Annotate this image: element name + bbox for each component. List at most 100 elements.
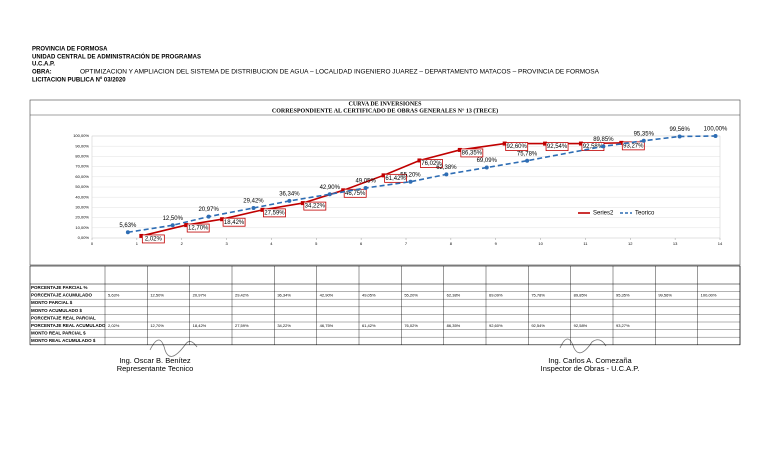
table-cell: 61,42% [362, 323, 376, 328]
table-cell: 62,38% [447, 292, 461, 297]
table-cell: 46,75% [320, 323, 334, 328]
point-marker [444, 172, 449, 177]
table-cell: 29,42% [235, 292, 249, 297]
table-cell: 86,35% [447, 323, 461, 328]
point-marker [525, 158, 530, 163]
point-marker [677, 134, 682, 139]
point-label: 76,02% [421, 161, 442, 167]
point-marker [619, 140, 624, 145]
header-line: PROVINCIA DE FORMOSA [32, 47, 108, 53]
label-box [343, 188, 367, 198]
point-label: 99,56% [669, 127, 690, 133]
row-label: PORCENTAJE REAL PARCIAL [31, 315, 96, 320]
table-cell: 2,02% [108, 323, 120, 328]
point-marker [713, 134, 718, 138]
obra: OPTIMIZACION Y AMPLIACION DEL SISTEMA DE… [80, 69, 600, 76]
x-tick-label: 7 [405, 241, 408, 246]
table-cell: 92,58% [574, 323, 588, 328]
table-cell: 95,35% [616, 292, 630, 297]
point-marker [251, 205, 256, 210]
signature-scribble [559, 338, 607, 354]
obra-label: OBRA: [32, 70, 52, 76]
row-label: MONTO PARCIAL $ [31, 300, 73, 305]
point-label: 12,70% [188, 226, 209, 232]
x-tick-label: 5 [315, 241, 318, 246]
point-marker [578, 141, 583, 146]
table-cell: 55,20% [404, 292, 418, 297]
y-tick-label: 40,00% [75, 194, 89, 199]
point-marker [417, 158, 422, 163]
y-tick-label: 70,00% [75, 164, 89, 169]
table-cell: 69,09% [489, 292, 503, 297]
x-tick-label: 2 [181, 241, 184, 246]
point-label: 95,35% [634, 131, 655, 137]
point-marker [381, 173, 386, 178]
row-label: MONTO REAL ACUMULADO $ [31, 338, 96, 343]
point-label: 34,22% [305, 204, 326, 210]
table-cell: 34,22% [277, 323, 291, 328]
x-tick-label: 9 [495, 241, 498, 246]
point-label: 20,97% [198, 207, 219, 213]
x-tick-label: 11 [583, 241, 588, 246]
table-cell: 5,63% [108, 292, 120, 297]
point-label: 61,42% [385, 176, 406, 182]
point-marker [170, 223, 175, 228]
row-label: MONTO ACUMULADO $ [31, 308, 82, 313]
table-cell: 27,59% [235, 323, 249, 328]
table-cell: 89,85% [574, 292, 588, 297]
table-cell: 100,00% [701, 292, 717, 297]
x-tick-label: 10 [538, 241, 543, 246]
point-label: 5,63% [119, 223, 137, 229]
y-tick-label: 30,00% [75, 204, 89, 209]
point-label: 93,27% [623, 143, 644, 149]
table-cell: 12,70% [150, 323, 164, 328]
point-label: 86,35% [462, 151, 483, 157]
point-marker [502, 141, 507, 146]
signature-name: Ing. Oscar B. Benítez [119, 356, 191, 365]
label-box [303, 201, 327, 211]
point-label: 18,42% [224, 220, 245, 226]
x-tick-label: 0 [91, 241, 94, 246]
table-cell: 36,34% [277, 292, 291, 297]
label-box [384, 173, 407, 183]
point-marker [184, 223, 189, 228]
table-cell: 18,42% [193, 323, 207, 328]
header-line: UNIDAD CENTRAL DE ADMINISTRACIÓN DE PROG… [32, 53, 201, 61]
table-cell: 93,27% [616, 323, 630, 328]
table-cell: 20,97% [193, 292, 207, 297]
legend-label: Teorico [635, 211, 655, 217]
point-label: 69,09% [477, 158, 498, 164]
x-tick-label: 14 [718, 241, 723, 246]
chart-frame [29, 99, 741, 266]
point-label: 100,00% [704, 127, 728, 133]
row-label: MONTO REAL PARCIAL $ [31, 331, 86, 336]
table-cell: 49,05% [362, 292, 376, 297]
y-tick-label: 10,00% [75, 225, 89, 230]
y-tick-label: 50,00% [75, 184, 89, 189]
chart-subtitle: CORRESPONDIENTE AL CERTIFICADO DE OBRAS … [272, 107, 498, 114]
point-label: 12,50% [163, 216, 184, 222]
label-box [545, 142, 569, 152]
y-tick-label: 100,00% [73, 133, 89, 138]
table-cell: 92,54% [531, 323, 545, 328]
signature-scribble [149, 339, 198, 357]
point-label: 89,85% [593, 137, 614, 143]
label-box [186, 223, 210, 233]
label-box [460, 148, 484, 158]
point-label: 27,59% [264, 210, 285, 216]
label-box [420, 159, 443, 168]
point-label: 49,05% [355, 179, 376, 185]
point-marker [363, 185, 368, 190]
table-frame [29, 265, 741, 346]
point-label: 92,58% [583, 144, 604, 150]
point-label: 92,60% [507, 144, 528, 150]
licitacion: LICITACION PUBLICA Nº 03/2020 [32, 78, 126, 84]
y-tick-label: 90,00% [75, 143, 89, 148]
point-label: 29,42% [243, 199, 264, 205]
row-label: PORCENTAJE REAL ACUMULADO [31, 323, 106, 328]
point-label: 36,34% [279, 192, 300, 198]
point-marker [260, 207, 265, 212]
point-marker [484, 165, 489, 170]
table-cell: 75,78% [531, 292, 545, 297]
